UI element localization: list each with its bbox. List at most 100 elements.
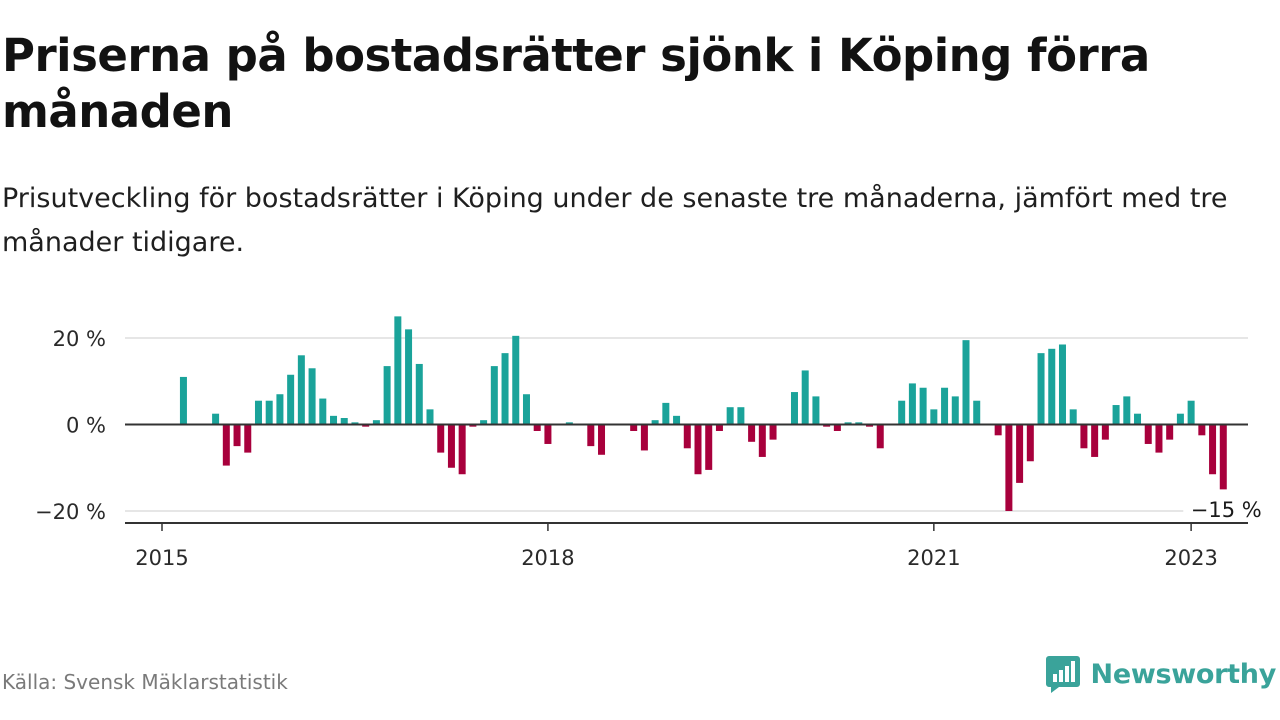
- y-tick-label: −20 %: [35, 500, 106, 524]
- bar: [1198, 424, 1206, 436]
- bar: [876, 424, 884, 449]
- bar: [351, 422, 359, 425]
- bar: [598, 424, 606, 455]
- bar: [1048, 348, 1056, 425]
- bar: [222, 424, 230, 466]
- bar: [823, 424, 831, 427]
- bar: [898, 400, 906, 425]
- bar: [951, 396, 959, 425]
- bar: [812, 396, 820, 425]
- bar: [1134, 413, 1142, 425]
- bars: [179, 316, 1227, 511]
- bar: [340, 418, 348, 425]
- bar: [544, 424, 552, 444]
- bar: [844, 422, 852, 425]
- bar: [447, 424, 455, 468]
- bar: [726, 407, 734, 425]
- bar: [1219, 424, 1227, 490]
- bar: [1037, 353, 1045, 425]
- annotation-background: [1183, 494, 1272, 522]
- bar: [458, 424, 466, 475]
- bar: [501, 353, 509, 425]
- bar: [319, 398, 327, 425]
- bar: [512, 335, 520, 425]
- bar: [930, 409, 938, 425]
- bar: [1166, 424, 1174, 440]
- bar: [522, 394, 530, 425]
- bar: [801, 370, 809, 425]
- bar: [533, 424, 541, 431]
- bar: [469, 424, 477, 427]
- bar: [372, 420, 380, 425]
- bar: [1069, 409, 1077, 425]
- bar: [330, 415, 338, 425]
- bar: [565, 422, 573, 425]
- bar: [405, 329, 413, 425]
- bar: [1016, 424, 1024, 483]
- axes: [125, 423, 1248, 531]
- bar: [694, 424, 702, 475]
- bar: [1155, 424, 1163, 453]
- bar: [254, 400, 262, 425]
- y-tick-label: 20 %: [53, 327, 106, 351]
- bar: [415, 363, 423, 425]
- bar: [705, 424, 713, 470]
- x-tick-label: 2015: [135, 546, 188, 570]
- y-tick-label: 0 %: [66, 414, 106, 438]
- x-tick-label: 2021: [907, 546, 960, 570]
- bar: [1209, 424, 1217, 475]
- bar: [715, 424, 723, 431]
- bar: [866, 424, 874, 427]
- source-note: Källa: Svensk Mäklarstatistik: [2, 670, 288, 694]
- bar: [973, 400, 981, 425]
- bar: [383, 366, 391, 425]
- bar-chart: 20 % 0 % −20 % 2015 2018 2021 2023 −15 %: [35, 316, 1272, 570]
- bar: [362, 424, 370, 427]
- bar: [962, 340, 970, 425]
- bar: [737, 407, 745, 425]
- bar: [833, 424, 841, 431]
- bar: [276, 394, 284, 425]
- bar: [855, 422, 863, 425]
- bar: [244, 424, 252, 453]
- bar: [748, 424, 756, 442]
- bar: [1091, 424, 1099, 457]
- bar: [587, 424, 595, 447]
- bar: [394, 316, 402, 425]
- newsworthy-logo-icon: [1045, 656, 1080, 693]
- bar: [308, 368, 316, 425]
- gridlines: [125, 337, 1248, 512]
- bar: [769, 424, 777, 440]
- bar: [179, 376, 187, 425]
- bar: [1144, 424, 1152, 444]
- bar: [1101, 424, 1109, 440]
- x-tick-label: 2018: [521, 546, 574, 570]
- bar: [437, 424, 445, 453]
- bar: [790, 392, 798, 425]
- bar: [490, 366, 498, 425]
- bar: [426, 409, 434, 425]
- chart-title: Priserna på bostadsrätter sjönk i Köping…: [2, 29, 1150, 138]
- bar: [673, 415, 681, 425]
- bar: [683, 424, 691, 449]
- bar: [212, 413, 220, 425]
- bar: [630, 424, 638, 431]
- bar: [1187, 400, 1195, 425]
- chart-subtitle: Prisutveckling för bostadsrätter i Köpin…: [2, 183, 1228, 258]
- bar: [1005, 424, 1013, 511]
- bar: [1026, 424, 1034, 462]
- bar: [908, 383, 916, 425]
- brand-logo[interactable]: Newsworthy: [1045, 654, 1276, 694]
- bar: [233, 424, 241, 447]
- bar: [1058, 344, 1066, 425]
- bar: [1112, 405, 1120, 425]
- bar: [941, 387, 949, 425]
- bar: [480, 420, 488, 425]
- bar: [287, 374, 295, 425]
- bar: [1176, 413, 1184, 425]
- labels: 20 % 0 % −20 % 2015 2018 2021 2023 −15 %: [35, 327, 1272, 570]
- bar: [297, 355, 305, 425]
- bar: [651, 420, 659, 425]
- bar: [265, 400, 273, 425]
- brand-name: Newsworthy: [1090, 658, 1277, 690]
